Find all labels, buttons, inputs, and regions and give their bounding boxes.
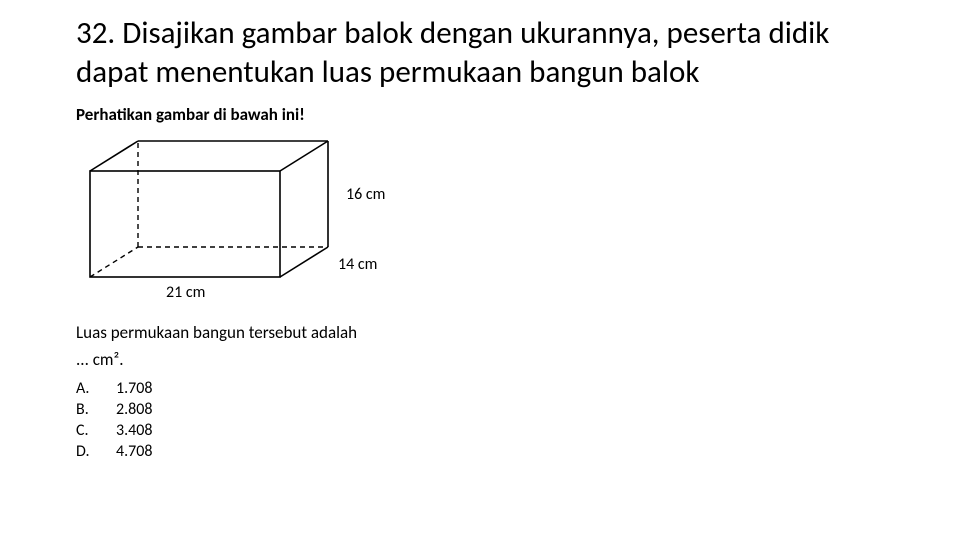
instruction-text: Perhatikan gambar di bawah ini!	[76, 104, 960, 125]
height-label: 16 cm	[346, 185, 385, 204]
option-letter: A.	[76, 379, 116, 398]
option-letter: D.	[76, 442, 116, 461]
cuboid-svg: 16 cm 14 cm 21 cm	[76, 135, 396, 305]
option-letter: C.	[76, 421, 116, 440]
question-line-2: ... cm².	[76, 346, 960, 373]
option-c: C. 3.408	[76, 421, 960, 440]
option-value: 1.708	[116, 379, 152, 398]
option-b: B. 2.808	[76, 400, 960, 419]
length-label: 21 cm	[166, 283, 205, 302]
answer-options: A. 1.708 B. 2.808 C. 3.408 D. 4.708	[76, 379, 960, 461]
option-value: 4.708	[116, 442, 152, 461]
option-value: 3.408	[116, 421, 152, 440]
question-line-1: Luas permukaan bangun tersebut adalah	[76, 319, 960, 346]
problem-title: 32. Disajikan gambar balok dengan ukuran…	[76, 14, 856, 92]
option-a: A. 1.708	[76, 379, 960, 398]
question-text: Luas permukaan bangun tersebut adalah ..…	[76, 319, 960, 373]
option-letter: B.	[76, 400, 116, 419]
option-d: D. 4.708	[76, 442, 960, 461]
option-value: 2.808	[116, 400, 152, 419]
width-label: 14 cm	[338, 255, 377, 274]
cuboid-figure: 16 cm 14 cm 21 cm	[76, 135, 960, 305]
